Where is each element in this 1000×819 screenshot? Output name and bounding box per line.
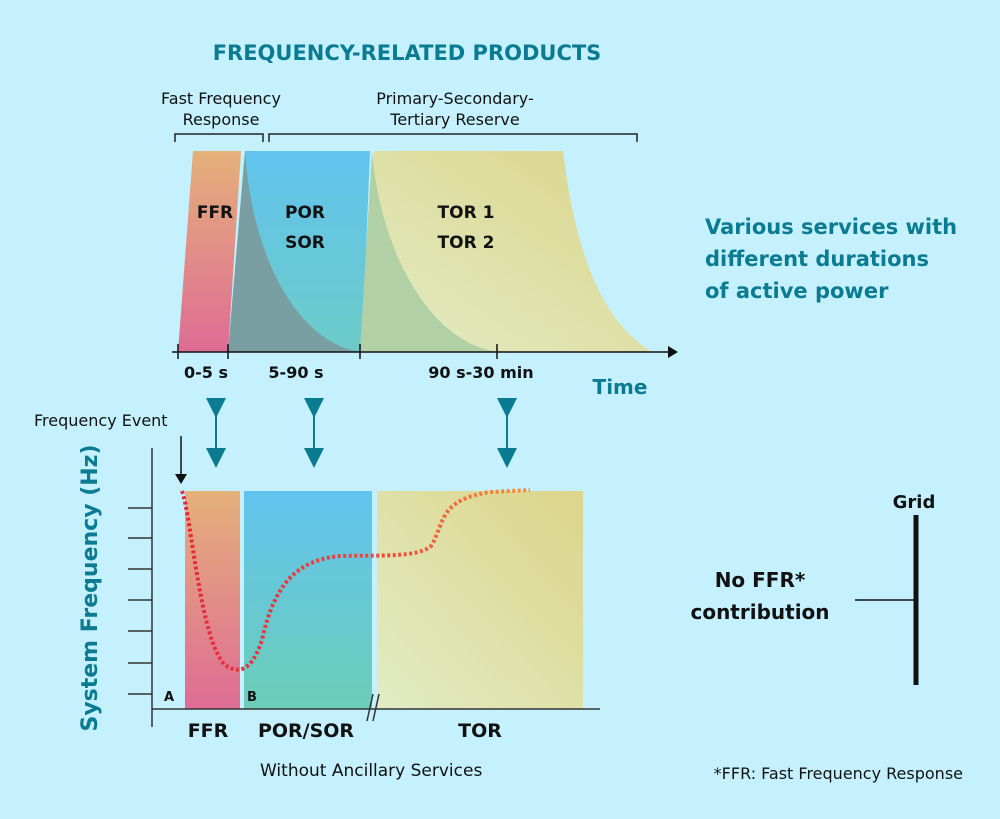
bar-tor [377, 491, 583, 709]
bracket-ffr-label: Response [183, 110, 260, 129]
area-por-label: POR [285, 203, 325, 223]
frequency-event-label: Frequency Event [34, 411, 168, 430]
bar-ffr [185, 491, 240, 709]
time-axis-label: Time [593, 375, 648, 399]
area-tor2-label: TOR 2 [438, 233, 495, 253]
time-range-ffr: 0-5 s [184, 363, 228, 382]
frequency-axes [128, 448, 600, 727]
footnote: *FFR: Fast Frequency Response [714, 764, 963, 783]
bracket-pstr-label: Primary-Secondary- [376, 89, 534, 108]
axis-break-icon [366, 693, 374, 722]
no-ffr-label: No FFR* [715, 568, 806, 592]
frequency-curve [180, 488, 531, 672]
area-por-decay [360, 151, 500, 352]
page-title: FREQUENCY-RELATED PRODUCTS [213, 41, 602, 65]
area-tor1-label: TOR 1 [438, 203, 495, 223]
side-note: Various services with different duration… [705, 215, 964, 303]
bar-por-sor [244, 491, 372, 709]
contribution-label: contribution [690, 600, 829, 624]
point-a-label: A [164, 690, 174, 705]
area-sor-label: SOR [285, 233, 325, 253]
time-range-por: 5-90 s [268, 363, 323, 382]
y-axis-label: System Frequency (Hz) [78, 444, 103, 731]
bracket-pstr: Primary-Secondary- Tertiary Reserve [268, 89, 638, 142]
grid-label: Grid [893, 492, 936, 513]
category-ffr: FFR [188, 720, 229, 742]
time-range-tor: 90 s-30 min [428, 363, 533, 382]
area-ffr-decay [228, 151, 362, 352]
point-b-label: B [247, 690, 257, 705]
time-axis [172, 344, 678, 359]
area-tor [360, 151, 652, 352]
bracket-ffr-label: Fast Frequency [161, 89, 281, 108]
area-ffr-label: FFR [197, 203, 233, 223]
double-arrows [206, 398, 517, 468]
category-tor: TOR [458, 720, 502, 742]
legend-label: Without Ancillary Services [260, 761, 482, 781]
category-por-sor: POR/SOR [258, 720, 354, 742]
area-ffr [178, 151, 241, 352]
bracket-pstr-label: Tertiary Reserve [389, 110, 519, 129]
bracket-ffr: Fast Frequency Response [161, 89, 281, 142]
